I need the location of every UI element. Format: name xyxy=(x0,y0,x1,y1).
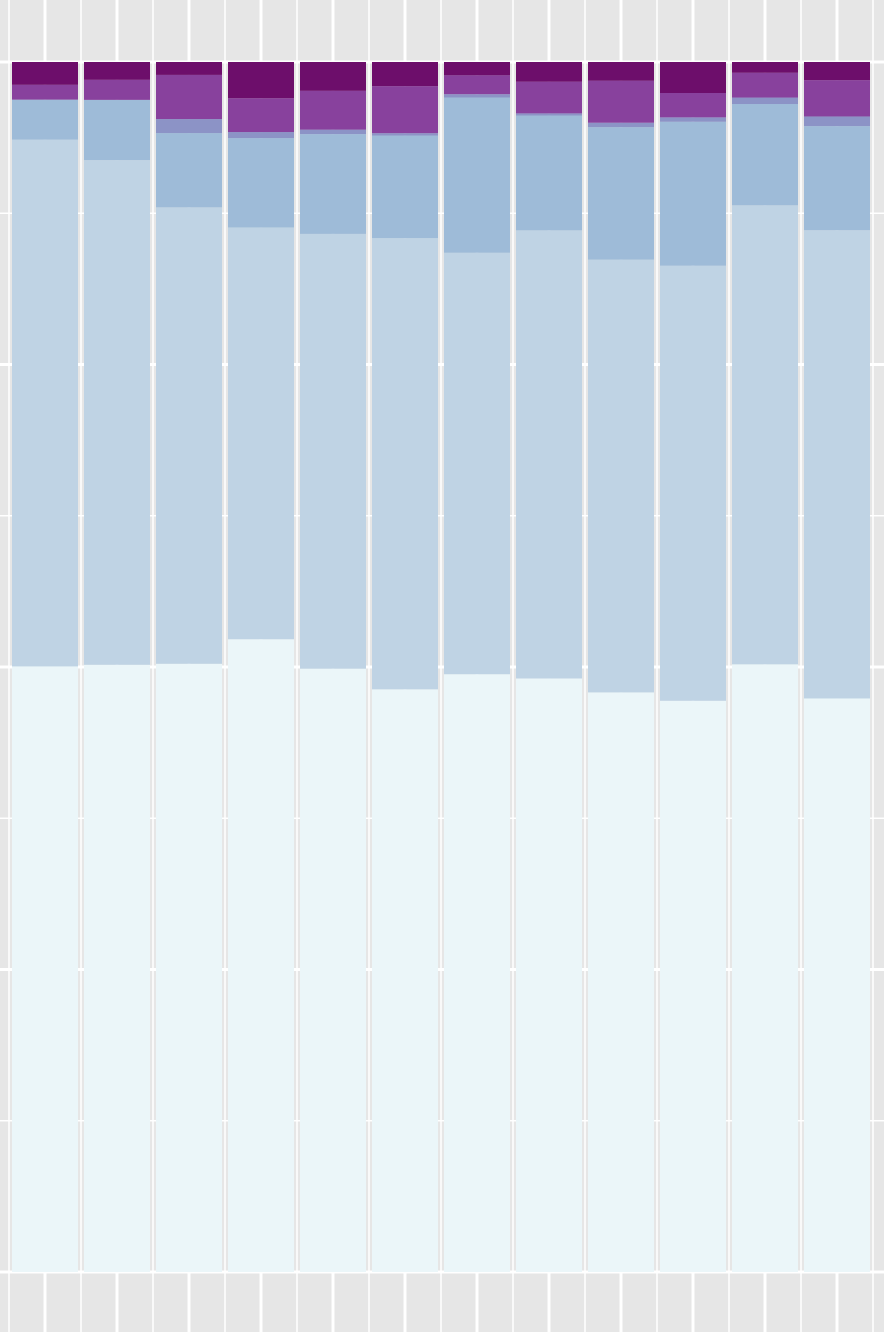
bar-segment xyxy=(228,227,294,640)
bar-segment xyxy=(444,97,510,253)
bar-segment xyxy=(588,259,654,693)
bar-segment xyxy=(732,72,798,98)
bar-segment xyxy=(444,252,510,675)
bar-segment xyxy=(84,664,150,1272)
bar-segment xyxy=(588,122,654,128)
bar-segment xyxy=(156,119,222,134)
bar-segment xyxy=(12,84,78,100)
bar-segment xyxy=(228,98,294,133)
bar-segment xyxy=(516,230,582,679)
bar-segment xyxy=(660,121,726,266)
bar-segment xyxy=(156,663,222,1272)
bar-segment xyxy=(660,92,726,118)
bar-segment xyxy=(660,62,726,93)
bar-segment xyxy=(516,678,582,1272)
bar-segment xyxy=(804,126,870,231)
bar-segment xyxy=(516,81,582,114)
bar-segment xyxy=(84,160,150,665)
bar-segment xyxy=(588,127,654,260)
bar-segment xyxy=(12,139,78,667)
bar-segment xyxy=(444,62,510,76)
bar-segment xyxy=(156,133,222,208)
bar-segment xyxy=(228,639,294,1272)
bar-segment xyxy=(516,113,582,116)
bar-segment xyxy=(804,698,870,1272)
bar-segment xyxy=(156,207,222,664)
bar-segment xyxy=(660,700,726,1272)
bar-segment xyxy=(228,132,294,139)
bar-segment xyxy=(12,99,78,140)
bar-segment xyxy=(372,133,438,136)
bar-segment xyxy=(84,62,150,80)
bar-segment xyxy=(732,97,798,105)
bar-segment xyxy=(516,115,582,231)
bar-segment xyxy=(372,135,438,239)
bar-segment xyxy=(804,116,870,127)
bar-segment xyxy=(228,62,294,99)
bar-segment xyxy=(804,230,870,699)
bar-segment xyxy=(372,238,438,690)
bar-segment xyxy=(300,129,366,135)
bar-segment xyxy=(156,74,222,120)
bar-segment xyxy=(300,668,366,1272)
bar-segment xyxy=(732,664,798,1272)
bar-segment xyxy=(660,265,726,701)
bar-segment xyxy=(228,138,294,228)
bars xyxy=(12,62,870,1272)
bar-segment xyxy=(732,104,798,206)
bar-segment xyxy=(84,99,150,161)
bar-segment xyxy=(300,233,366,669)
bar-segment xyxy=(372,62,438,87)
bar-segment xyxy=(372,86,438,134)
bar-segment xyxy=(588,692,654,1272)
bar-segment xyxy=(444,94,510,98)
bar-segment xyxy=(516,62,582,82)
bar-segment xyxy=(588,80,654,123)
bar-segment xyxy=(84,79,150,100)
bar-segment xyxy=(444,674,510,1272)
bar-segment xyxy=(588,62,654,81)
bar-segment xyxy=(12,62,78,85)
bar-segment xyxy=(444,75,510,95)
bar-segment xyxy=(804,80,870,117)
bar-segment xyxy=(732,62,798,73)
bar-segment xyxy=(804,62,870,81)
bar-segment xyxy=(372,689,438,1272)
bar-segment xyxy=(156,62,222,75)
bar-segment xyxy=(300,90,366,130)
bar-segment xyxy=(660,117,726,122)
bar-segment xyxy=(300,62,366,91)
bar-segment xyxy=(732,205,798,665)
bar-segment xyxy=(300,134,366,234)
bar-segment xyxy=(12,666,78,1272)
